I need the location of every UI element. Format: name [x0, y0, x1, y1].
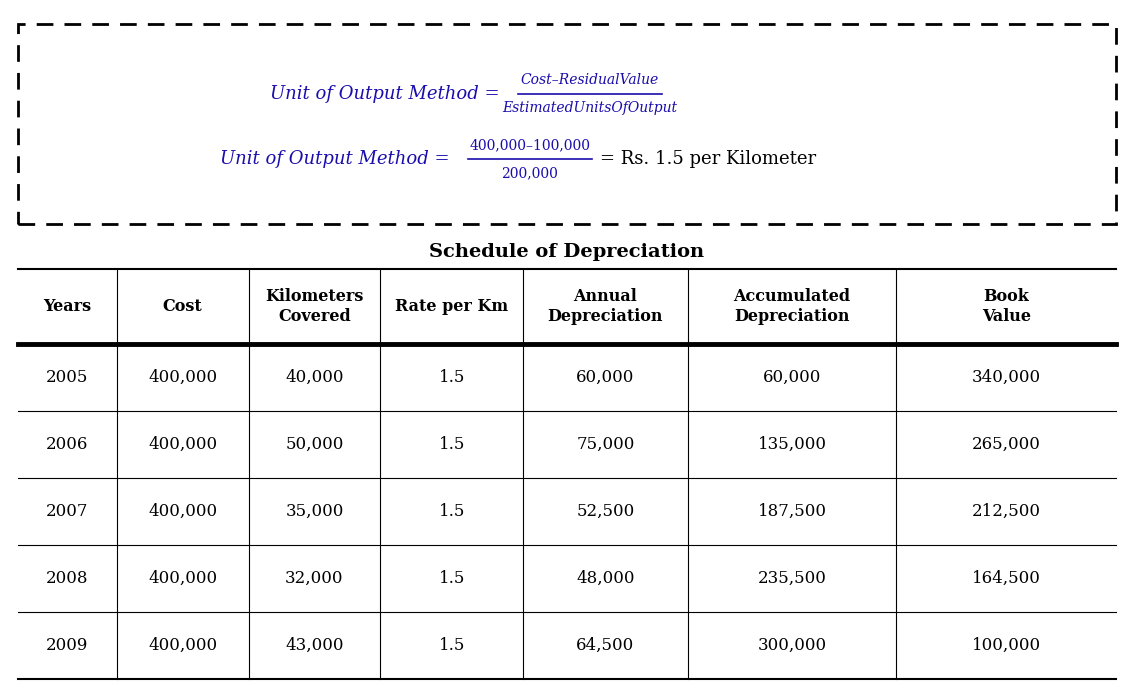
- Text: 340,000: 340,000: [972, 369, 1041, 386]
- Text: 200,000: 200,000: [501, 166, 558, 180]
- Text: 60,000: 60,000: [576, 369, 635, 386]
- Text: Rate per Km: Rate per Km: [395, 298, 508, 315]
- Text: 265,000: 265,000: [972, 436, 1041, 453]
- Text: Unit of Output Method =: Unit of Output Method =: [220, 150, 449, 168]
- Text: 1.5: 1.5: [439, 637, 465, 654]
- Text: 2008: 2008: [46, 570, 88, 587]
- Text: Cost: Cost: [163, 298, 203, 315]
- Text: 48,000: 48,000: [576, 570, 635, 587]
- Text: Unit of Output Method =: Unit of Output Method =: [270, 85, 500, 103]
- Text: Accumulated
Depreciation: Accumulated Depreciation: [734, 288, 850, 325]
- Text: 1.5: 1.5: [439, 436, 465, 453]
- Text: 43,000: 43,000: [286, 637, 344, 654]
- Text: EstimatedUnitsOfOutput: EstimatedUnitsOfOutput: [502, 101, 677, 115]
- Text: 400,000: 400,000: [149, 369, 218, 386]
- Text: 2009: 2009: [46, 637, 88, 654]
- Text: 35,000: 35,000: [286, 503, 344, 520]
- Text: Kilometers
Covered: Kilometers Covered: [265, 288, 364, 325]
- Text: Years: Years: [43, 298, 92, 315]
- Text: 400,000–100,000: 400,000–100,000: [469, 138, 591, 152]
- Text: Cost–ResidualValue: Cost–ResidualValue: [521, 73, 659, 87]
- Text: Book
Value: Book Value: [982, 288, 1031, 325]
- Text: 2005: 2005: [46, 369, 88, 386]
- Text: 400,000: 400,000: [149, 570, 218, 587]
- Text: = Rs. 1.5 per Kilometer: = Rs. 1.5 per Kilometer: [600, 150, 816, 168]
- Text: 187,500: 187,500: [758, 503, 827, 520]
- Text: 2006: 2006: [46, 436, 88, 453]
- Text: 212,500: 212,500: [972, 503, 1041, 520]
- Text: 100,000: 100,000: [972, 637, 1041, 654]
- Text: 50,000: 50,000: [286, 436, 344, 453]
- Text: 135,000: 135,000: [758, 436, 827, 453]
- Text: 164,500: 164,500: [972, 570, 1041, 587]
- Text: Annual
Depreciation: Annual Depreciation: [548, 288, 663, 325]
- Text: 32,000: 32,000: [286, 570, 344, 587]
- Text: 400,000: 400,000: [149, 436, 218, 453]
- Text: 300,000: 300,000: [758, 637, 827, 654]
- Text: 400,000: 400,000: [149, 637, 218, 654]
- Text: Schedule of Depreciation: Schedule of Depreciation: [430, 243, 704, 261]
- Text: 52,500: 52,500: [576, 503, 635, 520]
- Text: 1.5: 1.5: [439, 503, 465, 520]
- Text: 60,000: 60,000: [763, 369, 821, 386]
- Text: 400,000: 400,000: [149, 503, 218, 520]
- Text: 1.5: 1.5: [439, 369, 465, 386]
- Text: 64,500: 64,500: [576, 637, 635, 654]
- Text: 235,500: 235,500: [758, 570, 827, 587]
- Text: 40,000: 40,000: [286, 369, 344, 386]
- Text: 2007: 2007: [46, 503, 88, 520]
- Text: 75,000: 75,000: [576, 436, 635, 453]
- Text: 1.5: 1.5: [439, 570, 465, 587]
